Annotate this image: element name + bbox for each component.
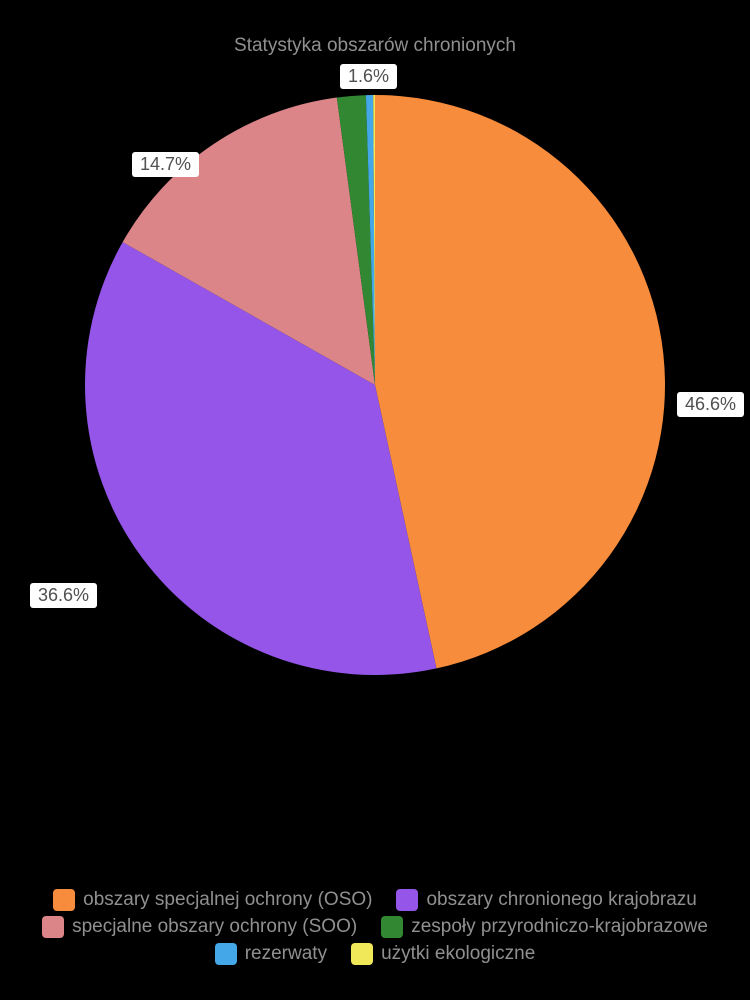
legend-label-5: użytki ekologiczne (381, 943, 535, 965)
legend-label-2: specjalne obszary ochrony (SOO) (72, 916, 357, 938)
legend-swatch-3 (381, 916, 403, 938)
legend-item-4: rezerwaty (215, 943, 327, 965)
legend-label-4: rezerwaty (245, 943, 327, 965)
legend-item-2: specjalne obszary ochrony (SOO) (42, 916, 357, 938)
legend-item-1: obszary chronionego krajobrazu (396, 889, 696, 911)
legend-item-3: zespoły przyrodniczo-krajobrazowe (381, 916, 708, 938)
pie-slice-0 (375, 95, 665, 668)
legend-item-0: obszary specjalnej ochrony (OSO) (53, 889, 372, 911)
legend-swatch-2 (42, 916, 64, 938)
chart-title: Statystyka obszarów chronionych (0, 35, 750, 57)
legend-label-1: obszary chronionego krajobrazu (426, 889, 696, 911)
data-label-3: 1.6% (340, 64, 397, 89)
legend: obszary specjalnej ochrony (OSO) obszary … (0, 889, 750, 965)
legend-item-5: użytki ekologiczne (351, 943, 535, 965)
data-label-2: 14.7% (132, 152, 199, 177)
legend-swatch-4 (215, 943, 237, 965)
legend-label-3: zespoły przyrodniczo-krajobrazowe (411, 916, 708, 938)
legend-swatch-5 (351, 943, 373, 965)
chart-container: Statystyka obszarów chronionych obszary … (0, 0, 750, 1000)
legend-swatch-0 (53, 889, 75, 911)
data-label-1: 36.6% (30, 583, 97, 608)
data-label-0: 46.6% (677, 392, 744, 417)
legend-label-0: obszary specjalnej ochrony (OSO) (83, 889, 372, 911)
legend-swatch-1 (396, 889, 418, 911)
